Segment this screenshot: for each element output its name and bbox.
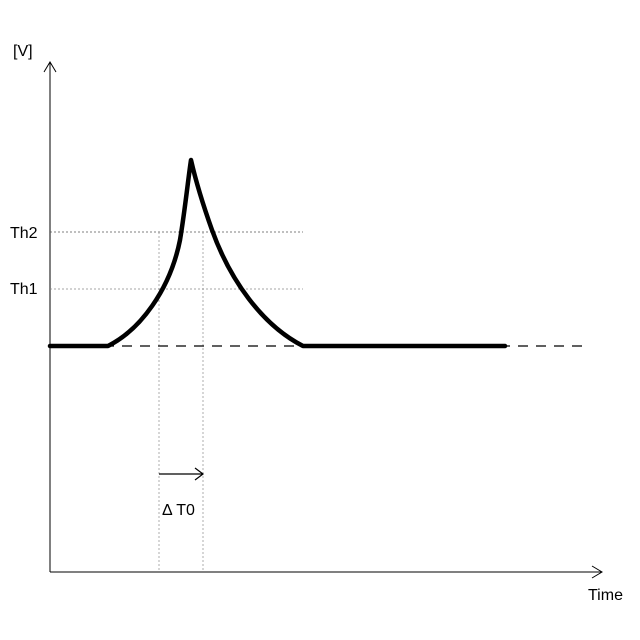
delta-t0-label: Δ T0: [162, 502, 195, 519]
voltage-pulse-curve: [50, 160, 505, 346]
y-axis: [44, 62, 56, 572]
x-axis-label: Time: [588, 587, 623, 604]
th1-label: Th1: [10, 281, 38, 298]
th2-label: Th2: [10, 225, 38, 242]
y-axis-unit-label: [V]: [13, 43, 33, 60]
x-axis: [50, 566, 602, 578]
delta-t0-arrow: [159, 468, 203, 480]
